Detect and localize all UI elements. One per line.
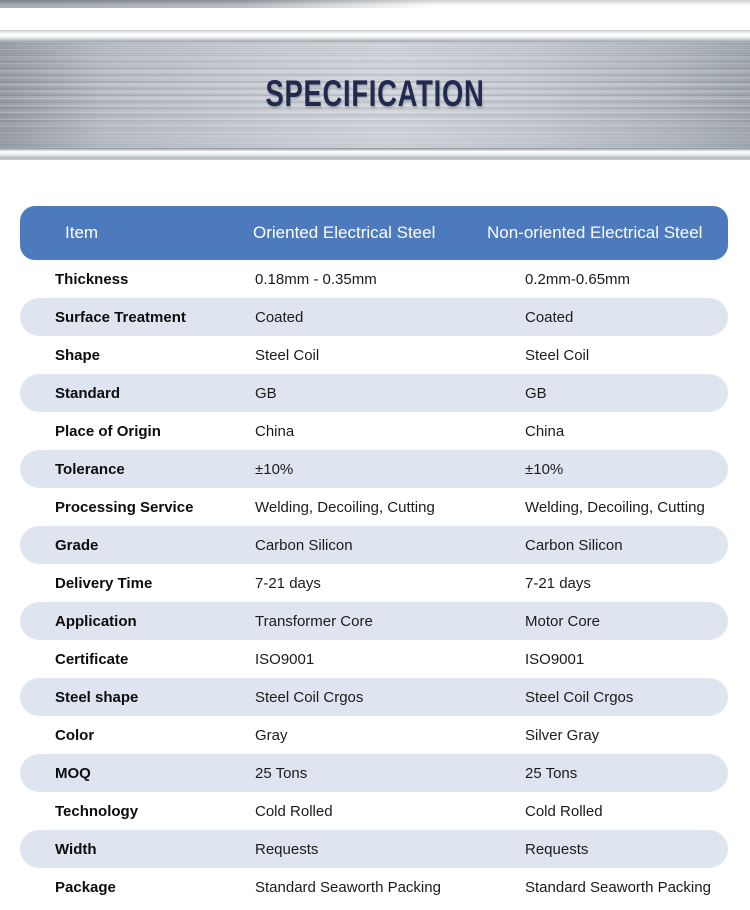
cell-non-oriented: Carbon Silicon xyxy=(525,536,623,554)
specification-banner: SPECIFICATION xyxy=(0,30,750,160)
cell-oriented: Transformer Core xyxy=(255,612,373,630)
cell-non-oriented: ±10% xyxy=(525,460,564,478)
cell-oriented: Welding, Decoiling, Cutting xyxy=(255,498,435,516)
cell-oriented: 25 Tons xyxy=(255,764,308,782)
row-label: Steel shape xyxy=(55,688,139,706)
cell-oriented: Carbon Silicon xyxy=(255,536,353,554)
column-header-item: Item xyxy=(65,223,99,242)
row-label: Tolerance xyxy=(55,460,125,478)
table-row: Delivery Time 7-21 days 7-21 days xyxy=(20,564,728,602)
row-label: Delivery Time xyxy=(55,574,153,592)
table-row: Technology Cold Rolled Cold Rolled xyxy=(20,792,728,830)
cell-oriented: ±10% xyxy=(255,460,294,478)
brushed-metal-background: SPECIFICATION xyxy=(0,42,750,148)
table-row: Grade Carbon Silicon Carbon Silicon xyxy=(20,526,728,564)
banner-bottom-bevel xyxy=(0,148,750,160)
cell-non-oriented: 7-21 days xyxy=(525,574,591,592)
row-label: Shape xyxy=(55,346,101,364)
metal-strip-top xyxy=(0,0,750,8)
banner-top-bevel xyxy=(0,30,750,42)
cell-oriented: 7-21 days xyxy=(255,574,321,592)
row-label: Place of Origin xyxy=(55,422,161,440)
row-label: Certificate xyxy=(55,650,129,668)
cell-non-oriented: Standard Seaworth Packing xyxy=(525,878,711,896)
table-row: Surface Treatment Coated Coated xyxy=(20,298,728,336)
row-label: Grade xyxy=(55,536,99,554)
table-row: MOQ 25 Tons 25 Tons xyxy=(20,754,728,792)
spec-table: Item Oriented Electrical Steel Non-orien… xyxy=(20,206,728,906)
table-row: Tolerance ±10% ±10% xyxy=(20,450,728,488)
cell-oriented: Gray xyxy=(255,726,288,744)
specification-title: SPECIFICATION xyxy=(265,73,485,115)
cell-oriented: ISO9001 xyxy=(255,650,315,668)
cell-oriented: Cold Rolled xyxy=(255,802,333,820)
table-row: Steel shape Steel Coil Crgos Steel Coil Cr… xyxy=(20,678,728,716)
cell-non-oriented: 0.2mm-0.65mm xyxy=(525,270,631,288)
cell-non-oriented: Steel Coil xyxy=(525,346,590,364)
cell-non-oriented: GB xyxy=(525,384,547,402)
row-label: Thickness xyxy=(55,270,129,288)
cell-non-oriented: China xyxy=(525,422,565,440)
table-row: Color Gray Silver Gray xyxy=(20,716,728,754)
cell-non-oriented: Steel Coil Crgos xyxy=(525,688,634,706)
row-label: Package xyxy=(55,878,116,896)
row-label: Processing Service xyxy=(55,498,194,516)
table-row: Thickness 0.18mm - 0.35mm 0.2mm-0.65mm xyxy=(20,260,728,298)
cell-oriented: Requests xyxy=(255,840,319,858)
cell-oriented: Coated xyxy=(255,308,304,326)
row-label: Technology xyxy=(55,802,139,820)
table-row: Package Standard Seaworth Packing Standard… xyxy=(20,868,728,906)
table-row: Standard GB GB xyxy=(20,374,728,412)
column-header-non-oriented: Non-oriented Electrical Steel xyxy=(487,223,703,242)
cell-oriented: Steel Coil Crgos xyxy=(255,688,364,706)
table-row: Place of Origin China China xyxy=(20,412,728,450)
table-row: Shape Steel Coil Steel Coil xyxy=(20,336,728,374)
row-label: Standard xyxy=(55,384,121,402)
cell-non-oriented: ISO9001 xyxy=(525,650,585,668)
cell-oriented: GB xyxy=(255,384,277,402)
cell-non-oriented: Motor Core xyxy=(525,612,601,630)
table-header: Item Oriented Electrical Steel Non-orien… xyxy=(20,206,728,260)
table-body: Thickness 0.18mm - 0.35mm 0.2mm-0.65mm Surf… xyxy=(20,260,728,906)
cell-non-oriented: Coated xyxy=(525,308,574,326)
row-label: Surface Treatment xyxy=(55,308,186,326)
row-label: Application xyxy=(55,612,137,630)
cell-non-oriented: Silver Gray xyxy=(525,726,600,744)
cell-non-oriented: Welding, Decoiling, Cutting xyxy=(525,498,705,516)
cell-oriented: Standard Seaworth Packing xyxy=(255,878,441,896)
row-label: Width xyxy=(55,840,97,858)
cell-non-oriented: Cold Rolled xyxy=(525,802,603,820)
table-row: Certificate ISO9001 ISO9001 xyxy=(20,640,728,678)
cell-non-oriented: Requests xyxy=(525,840,589,858)
cell-non-oriented: 25 Tons xyxy=(525,764,578,782)
cell-oriented: 0.18mm - 0.35mm xyxy=(255,270,377,288)
table-row: Processing Service Welding, Decoiling, Cu… xyxy=(20,488,728,526)
row-label: MOQ xyxy=(55,764,91,782)
cell-oriented: China xyxy=(255,422,295,440)
table-row: Width Requests Requests xyxy=(20,830,728,868)
table-row: Application Transformer Core Motor Core xyxy=(20,602,728,640)
column-header-oriented: Oriented Electrical Steel xyxy=(253,223,436,242)
row-label: Color xyxy=(55,726,95,744)
cell-oriented: Steel Coil xyxy=(255,346,320,364)
